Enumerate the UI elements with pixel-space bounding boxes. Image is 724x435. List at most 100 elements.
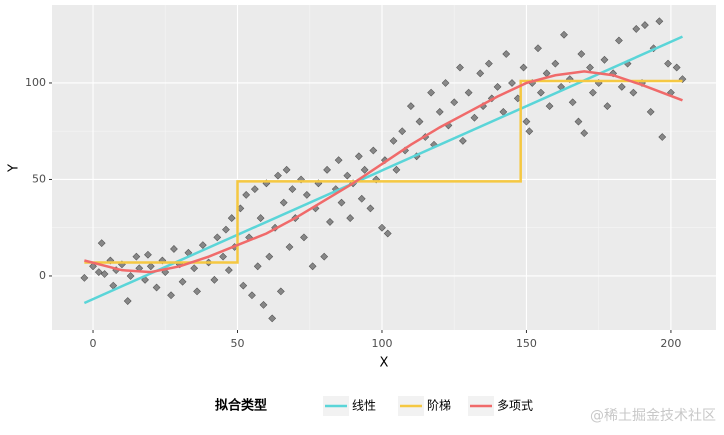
point bbox=[568, 98, 577, 107]
point bbox=[323, 165, 331, 174]
legend-label: 多项式 bbox=[497, 399, 533, 413]
point bbox=[615, 36, 623, 45]
point bbox=[343, 171, 352, 180]
fit-line bbox=[84, 79, 683, 264]
x-tick-label: 150 bbox=[516, 337, 537, 350]
point bbox=[586, 63, 594, 72]
point bbox=[302, 191, 311, 199]
point bbox=[253, 262, 262, 271]
point bbox=[476, 69, 485, 78]
point bbox=[574, 117, 583, 126]
point bbox=[577, 50, 586, 58]
point bbox=[152, 283, 161, 292]
point bbox=[493, 82, 502, 91]
point bbox=[279, 198, 288, 207]
point bbox=[672, 63, 681, 72]
point bbox=[369, 146, 378, 155]
point bbox=[276, 287, 285, 296]
watermark: @稀土掘金技术社区 bbox=[590, 408, 716, 424]
panel bbox=[52, 5, 716, 330]
point bbox=[435, 108, 444, 116]
point bbox=[508, 79, 516, 87]
point bbox=[366, 204, 375, 213]
point bbox=[268, 314, 277, 323]
point bbox=[132, 252, 141, 261]
point bbox=[617, 82, 626, 91]
fit-line bbox=[84, 70, 683, 274]
point bbox=[256, 214, 265, 222]
point bbox=[499, 108, 508, 116]
point bbox=[97, 239, 106, 248]
point bbox=[415, 117, 424, 126]
y-axis-label: Y bbox=[7, 164, 22, 173]
point bbox=[525, 127, 534, 136]
point bbox=[484, 59, 493, 68]
point bbox=[193, 287, 201, 296]
point bbox=[213, 233, 222, 242]
point bbox=[629, 88, 638, 97]
point bbox=[109, 281, 118, 290]
point bbox=[456, 63, 464, 72]
point bbox=[389, 136, 398, 145]
point bbox=[655, 17, 664, 26]
point bbox=[248, 291, 256, 300]
point bbox=[534, 44, 542, 53]
legend-label: 线性 bbox=[352, 399, 376, 413]
point bbox=[170, 245, 178, 253]
point bbox=[227, 214, 236, 222]
point bbox=[450, 98, 459, 107]
point bbox=[383, 229, 392, 238]
point bbox=[198, 241, 207, 249]
point bbox=[357, 194, 366, 203]
point bbox=[123, 297, 132, 305]
point bbox=[441, 79, 450, 87]
point bbox=[94, 268, 103, 276]
legend-title: 拟合类型 bbox=[215, 398, 267, 414]
point bbox=[551, 59, 560, 68]
point bbox=[589, 88, 597, 97]
point bbox=[522, 117, 531, 126]
point bbox=[210, 275, 219, 284]
point bbox=[360, 165, 369, 174]
y-tick-label: 50 bbox=[32, 172, 46, 185]
point bbox=[250, 185, 259, 194]
point bbox=[600, 55, 609, 64]
point bbox=[658, 133, 667, 141]
point bbox=[542, 69, 551, 78]
point bbox=[242, 191, 251, 199]
point bbox=[300, 233, 308, 242]
point bbox=[80, 274, 89, 282]
point bbox=[537, 88, 545, 97]
point bbox=[398, 127, 407, 136]
point bbox=[285, 243, 294, 251]
point bbox=[144, 250, 152, 259]
point bbox=[354, 152, 363, 161]
point bbox=[346, 214, 355, 222]
point bbox=[502, 50, 511, 58]
point bbox=[545, 102, 554, 111]
x-tick-label: 100 bbox=[371, 337, 392, 350]
point bbox=[641, 21, 649, 29]
y-tick-label: 100 bbox=[25, 76, 46, 89]
point bbox=[259, 301, 268, 309]
legend-label: 阶梯 bbox=[427, 399, 451, 413]
point bbox=[458, 136, 467, 145]
point bbox=[308, 262, 317, 271]
point bbox=[89, 262, 97, 271]
point bbox=[146, 262, 155, 271]
point bbox=[320, 252, 329, 261]
point bbox=[470, 113, 479, 122]
x-tick-label: 50 bbox=[231, 337, 245, 350]
point bbox=[519, 63, 528, 72]
point bbox=[378, 223, 386, 232]
point bbox=[178, 277, 187, 286]
point bbox=[126, 272, 135, 280]
point bbox=[664, 59, 672, 68]
point bbox=[219, 252, 227, 261]
point bbox=[288, 185, 297, 194]
point bbox=[282, 165, 291, 174]
point bbox=[646, 108, 655, 116]
x-axis-label: X bbox=[380, 356, 389, 371]
